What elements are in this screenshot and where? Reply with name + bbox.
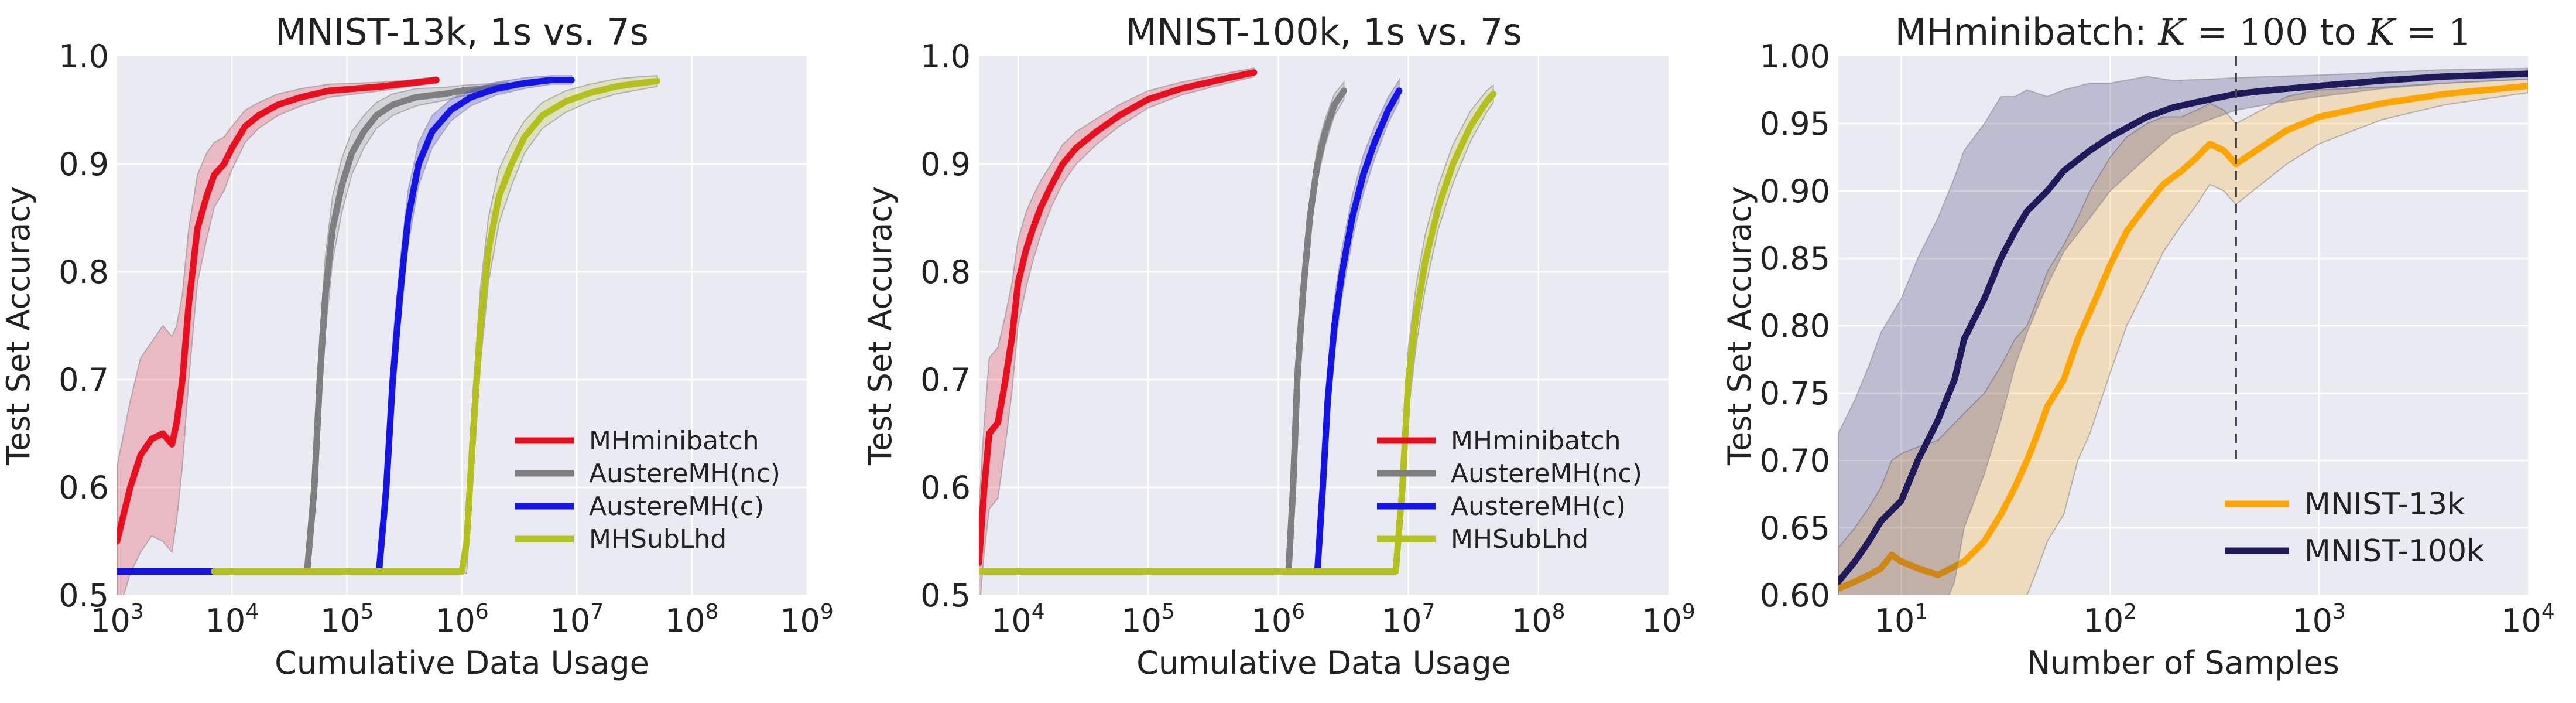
y-tick-label: 0.8: [59, 254, 109, 291]
legend-label: MHminibatch: [589, 426, 759, 456]
legend-label: AustereMH(nc): [1451, 459, 1642, 489]
legend-label: MHSubLhd: [1451, 524, 1588, 554]
chart-title: MHminibatch: K = 100 to K = 1: [1895, 11, 2472, 53]
x-tick-label: 104: [205, 600, 259, 639]
x-tick-label: 109: [780, 600, 834, 639]
x-tick-label: 108: [1512, 600, 1566, 639]
x-tick-label: 109: [1642, 600, 1695, 639]
y-tick-label: 0.7: [59, 361, 109, 398]
y-tick-label: 0.80: [1760, 308, 1830, 344]
y-tick-label: 0.9: [59, 146, 109, 183]
series-line: [211, 77, 661, 575]
y-tick-label: 1.00: [1760, 38, 1830, 75]
series-line: [1838, 70, 2528, 585]
y-tick-label: 0.95: [1760, 105, 1830, 142]
x-axis-label: Cumulative Data Usage: [275, 644, 649, 681]
x-axis-label: Cumulative Data Usage: [1136, 644, 1511, 681]
x-tick-label: 104: [2501, 600, 2555, 639]
y-tick-label: 0.9: [920, 146, 971, 183]
legend: MNIST-13k MNIST-100k: [2225, 487, 2484, 569]
x-tick-label: 101: [1875, 600, 1928, 639]
grid: [1838, 56, 2528, 595]
chart-panel-3: 101 102 103 104 0.60 0.65 0.70 0.75 0.80 0.85 0.90…: [1721, 11, 2555, 681]
y-tick-label: 0.90: [1760, 173, 1830, 210]
legend-label: MHminibatch: [1451, 426, 1621, 456]
y-tick-label: 0.8: [920, 254, 971, 291]
y-tick-label: 0.75: [1760, 375, 1830, 412]
series-line: [979, 90, 1497, 575]
chart-title: MNIST-100k, 1s vs. 7s: [1125, 11, 1522, 53]
series-line: [194, 83, 511, 575]
y-tick-label: 0.65: [1760, 510, 1830, 547]
series-group: [1838, 67, 2528, 595]
x-axis-label: Number of Samples: [2027, 644, 2339, 681]
x-tick-label: 107: [550, 600, 604, 639]
x-tick-label: 104: [991, 600, 1045, 639]
y-tick-label: 1.0: [920, 38, 971, 75]
legend-label: MNIST-100k: [2304, 534, 2484, 569]
y-tick-label: 1.0: [59, 38, 109, 75]
y-axis-label: Test Set Accuracy: [1721, 186, 1758, 466]
x-tick-label: 105: [320, 600, 374, 639]
y-tick-label: 0.5: [920, 577, 971, 614]
y-axis-label: Test Set Accuracy: [862, 186, 899, 466]
chart-panel-2: 104 105 106 107 108 109 0.5 0.6 0.7 0.8 0.9 1.0 Cumu…: [862, 11, 1695, 681]
y-tick-label: 0.60: [1760, 577, 1830, 614]
legend-label: AustereMH(nc): [589, 459, 780, 489]
series-group: [117, 75, 661, 595]
legend-label: AustereMH(c): [1451, 492, 1626, 521]
y-tick-label: 0.5: [59, 577, 109, 614]
x-tick-label: 108: [665, 600, 719, 639]
chart-panel-1: 103 104 105 106 107 108 109 0.5 0.6 0.7 0.8 0.9 1.0 C…: [0, 11, 834, 681]
grid: [117, 56, 807, 595]
series-band: [1838, 67, 2528, 595]
y-tick-label: 0.6: [920, 469, 971, 506]
x-tick-label: 103: [90, 600, 144, 639]
x-tick-label: 107: [1382, 600, 1436, 639]
chart-title: MNIST-13k, 1s vs. 7s: [275, 11, 649, 53]
series-band: [1838, 79, 2528, 595]
legend-label: MHSubLhd: [589, 524, 727, 554]
y-tick-label: 0.85: [1760, 240, 1830, 277]
x-tick-label: 102: [2083, 600, 2137, 639]
series-line: [117, 77, 440, 545]
x-tick-label: 106: [1252, 600, 1306, 639]
y-tick-label: 0.6: [59, 469, 109, 506]
y-axis-label: Test Set Accuracy: [0, 186, 37, 466]
y-tick-label: 0.7: [920, 361, 971, 398]
series-line: [979, 69, 1258, 567]
legend-label: AustereMH(c): [589, 492, 764, 521]
series-group: [979, 67, 1497, 595]
x-tick-label: 106: [435, 600, 489, 639]
x-tick-label: 103: [2292, 600, 2346, 639]
x-tick-label: 105: [1121, 600, 1175, 639]
legend-label: MNIST-13k: [2304, 487, 2465, 522]
y-tick-label: 0.70: [1760, 442, 1830, 479]
series-line: [1838, 83, 2528, 592]
